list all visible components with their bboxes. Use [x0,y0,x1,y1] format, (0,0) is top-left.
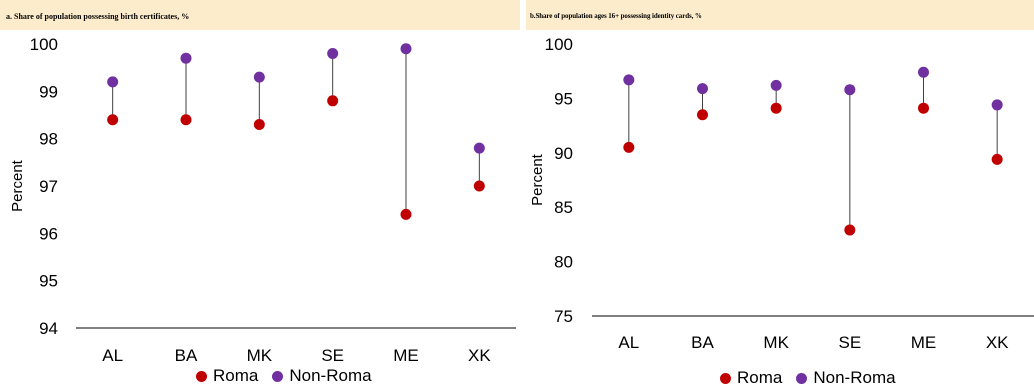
data-point-non-roma [697,83,708,95]
chart-legend: Roma Non-Roma [196,366,386,386]
legend-item-non-roma: Non-Roma [796,368,896,388]
x-tick-label: BA [175,346,198,365]
data-point-roma [770,102,782,114]
data-point-non-roma [180,52,192,64]
chart-title: b.Share of population ages 16+ possessin… [530,12,702,20]
legend-marker-roma [196,370,207,382]
y-tick-label: 90 [554,144,573,163]
chart-panel-birth-certificates: a. Share of population possessing birth … [0,0,520,386]
data-point-roma [918,102,929,114]
y-tick-label: 80 [554,253,573,272]
data-point-non-roma [327,47,339,59]
y-tick-label: 85 [554,198,573,217]
data-point-non-roma [473,142,485,154]
data-point-non-roma [991,99,1003,111]
chart-title: a. Share of population possessing birth … [6,12,190,21]
x-tick-label: MK [763,333,789,352]
legend-marker-non-roma [272,370,284,382]
data-point-roma [844,224,856,236]
data-point-roma [180,114,192,126]
data-point-roma [327,95,339,107]
data-point-non-roma [107,76,119,88]
y-tick-label: 100 [545,35,573,54]
legend-label-non-roma: Non-Roma [289,366,372,385]
x-tick-label: ME [393,346,419,365]
data-point-non-roma [918,66,929,78]
data-point-roma [991,153,1003,165]
data-point-non-roma [400,43,412,55]
legend-item-non-roma: Non-Roma [272,366,372,386]
data-point-non-roma [623,74,635,86]
legend-label-non-roma: Non-Roma [813,368,896,387]
y-tick-label: 95 [39,272,58,291]
data-point-roma [253,118,265,130]
legend-item-roma: Roma [720,368,782,388]
data-point-non-roma [253,71,265,83]
data-point-non-roma [844,84,856,96]
chart-panel-identity-cards: b.Share of population ages 16+ possessin… [526,0,1034,389]
legend-label-roma: Roma [213,366,259,385]
chart-title-bar: b.Share of population ages 16+ possessin… [526,0,1034,30]
x-tick-label: AL [102,346,123,365]
x-tick-label: XK [986,333,1009,352]
legend-item-roma: Roma [196,366,258,386]
data-point-roma [697,109,708,121]
y-tick-label: 99 [39,82,58,101]
chart-legend: Roma Non-Roma [720,368,910,388]
identity-cards-chart: 75 80 85 90 95 100 Percent AL BA MK SE ME XK [529,35,1034,352]
data-point-roma [623,141,635,153]
chart-title-bar: a. Share of population possessing birth … [0,0,520,30]
legend-label-roma: Roma [737,368,783,387]
data-point-roma [107,114,119,126]
y-tick-label: 96 [39,224,58,243]
x-tick-label: SE [838,333,861,352]
x-tick-label: AL [618,333,639,352]
x-tick-label: SE [321,346,344,365]
y-tick-label: 75 [554,307,573,326]
data-point-roma [473,180,485,192]
x-tick-label: ME [911,333,937,352]
y-axis-title: Percent [529,153,546,206]
y-tick-label: 97 [39,177,58,196]
y-axis-title: Percent [9,159,26,212]
data-point-roma [400,208,412,220]
y-tick-label: 95 [554,89,573,108]
legend-marker-non-roma [796,372,808,384]
y-tick-label: 98 [39,130,58,149]
data-point-non-roma [770,79,782,91]
y-tick-label: 100 [30,35,58,54]
y-tick-label: 94 [39,319,58,338]
x-tick-label: BA [691,333,714,352]
legend-marker-roma [720,372,731,384]
birth-certificates-chart: 94 95 96 97 98 99 100 Percent AL BA MK SE ME XK [9,35,516,365]
x-tick-label: MK [247,346,273,365]
x-tick-label: XK [468,346,491,365]
